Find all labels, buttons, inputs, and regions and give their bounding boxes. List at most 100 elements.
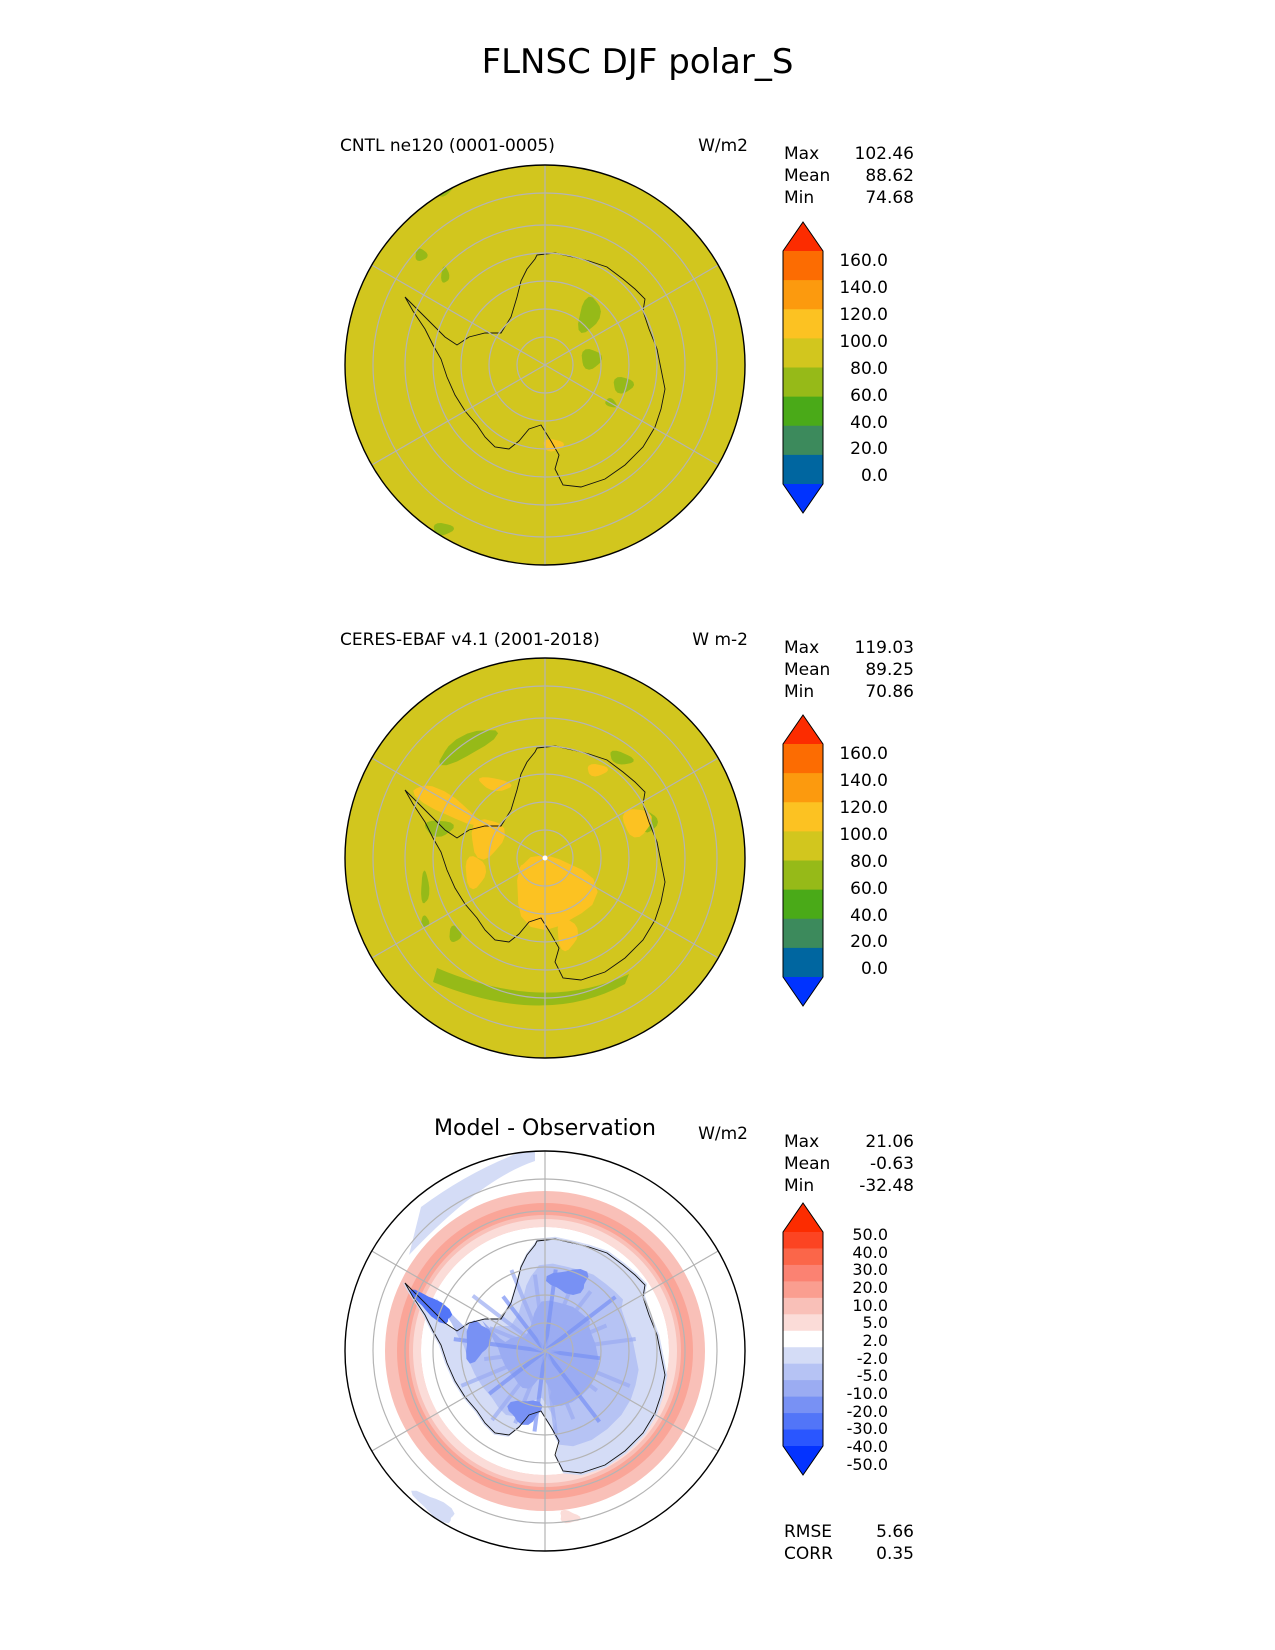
colorbar-label: 50.0 [852,1225,888,1244]
stat-mean-label: Mean [784,166,831,186]
colorbar-segment [783,947,823,978]
colorbar-extend-max [783,1203,823,1232]
colorbar-segment [783,1413,823,1431]
stat-rmse-value: 5.66 [876,1522,914,1542]
colorbar-segment [783,1330,823,1348]
stat-corr-label: CORR [784,1544,833,1564]
colorbar-label: -2.0 [856,1349,888,1368]
stat-min-label: Min [784,1176,815,1196]
stat-rmse-label: RMSE [784,1522,833,1542]
stat-min-label: Min [784,682,815,702]
gridline-meridian [371,857,546,959]
colorbar-segment [783,1314,823,1332]
colorbar-label: 120.0 [839,305,888,325]
diff-streak [543,1349,601,1424]
colorbar-label: 2.0 [862,1331,888,1350]
map-field-layer [345,165,745,565]
colorbar-segment [783,367,823,398]
pole-marker [542,855,548,861]
panel-2-colorbar [782,714,824,1007]
panel-2-map [344,657,746,1059]
map-boundary [344,164,746,566]
diff-streak [532,1350,547,1432]
colorbar-segment [783,860,823,891]
stat-max-label: Max [784,1132,820,1152]
stat-corr-value: 0.35 [876,1544,914,1564]
colorbar-label: 120.0 [839,798,888,818]
colorbar-segment [783,1297,823,1315]
colorbar-label: 80.0 [850,852,888,872]
stat-min-label: Min [784,188,815,208]
panel-1-stats: Max 102.46 Mean 88.62 Min 74.68 [784,143,914,209]
colorbar-label: 80.0 [850,359,888,379]
colorbar-extend-min [783,1446,823,1475]
gridline-meridian [371,757,546,859]
colorbar-label: 40.0 [850,906,888,926]
diff-streak [543,1350,559,1436]
colorbar-extend-min [783,484,823,513]
colorbar-label: -30.0 [846,1419,888,1438]
colorbar-segment [783,1363,823,1381]
colorbar-segment [783,889,823,920]
colorbar-label: -5.0 [856,1366,888,1385]
diff-streak [543,1295,617,1353]
diff-streak [544,1337,636,1353]
panel-1-colorbar [782,221,824,514]
colorbar-label: 5.0 [862,1313,888,1332]
panel-3-colorbar [782,1202,824,1476]
colorbar-label: 10.0 [852,1296,888,1315]
stat-min-value: 70.86 [865,682,914,702]
gridline-meridian [544,264,719,366]
stat-min-value: 74.68 [865,188,914,208]
field-region-low [610,750,634,765]
diff-streak [543,1349,599,1393]
diff-streak [543,1350,576,1420]
stat-min-value: -32.48 [859,1176,914,1196]
diff-streak [532,1274,547,1352]
diff-region-negative [466,1320,492,1364]
field-region-high [465,856,487,890]
gridline-meridian [544,1350,719,1452]
colorbar-label: 0.0 [860,466,888,486]
field-region-low [613,377,635,394]
field-region-high [479,777,512,791]
colorbar-label: 20.0 [850,439,888,459]
field-region-high [557,918,579,952]
diff-streak [544,1349,631,1388]
panel-1-title: CNTL ne120 (0001-0005) [340,136,555,156]
map-diff-layer [345,1151,745,1551]
panel-2-title: CERES-EBAF v4.1 (2001-2018) [340,630,600,650]
stat-max-value: 119.03 [854,638,914,658]
colorbar-label: 160.0 [839,744,888,764]
field-region-low [415,248,428,261]
colorbar-segment [783,338,823,369]
stat-max-value: 21.06 [865,1132,914,1152]
diff-streak [501,1295,547,1353]
colorbar-label: 40.0 [850,413,888,433]
colorbar-label: -40.0 [846,1437,888,1456]
gridline-meridian [371,364,546,466]
field-region-low [424,820,454,837]
map-boundary [344,1150,746,1552]
colorbar-segment [783,1248,823,1266]
colorbar-label: 0.0 [860,959,888,979]
colorbar-segment [783,744,823,774]
stat-max-label: Max [784,638,820,658]
colorbar-segment [783,1264,823,1282]
colorbar-label: 60.0 [850,386,888,406]
stat-max-value: 102.46 [854,144,914,164]
stat-mean-label: Mean [784,1154,831,1174]
colorbar-segment [783,1232,823,1250]
colorbar-label: 30.0 [852,1260,888,1279]
colorbar-segment [783,1396,823,1414]
field-region-low [439,730,499,766]
diff-streak [488,1326,546,1353]
diff-region-negative-ocean [409,1151,535,1255]
gridline-meridian [371,1350,546,1452]
colorbar-segment [783,773,823,803]
colorbar-label: 140.0 [839,771,888,791]
colorbar-segment [783,1281,823,1299]
colorbar-segment [783,280,823,310]
panel-2-stats: Max 119.03 Mean 89.25 Min 70.86 [784,637,914,703]
field-region-low [433,968,629,1006]
